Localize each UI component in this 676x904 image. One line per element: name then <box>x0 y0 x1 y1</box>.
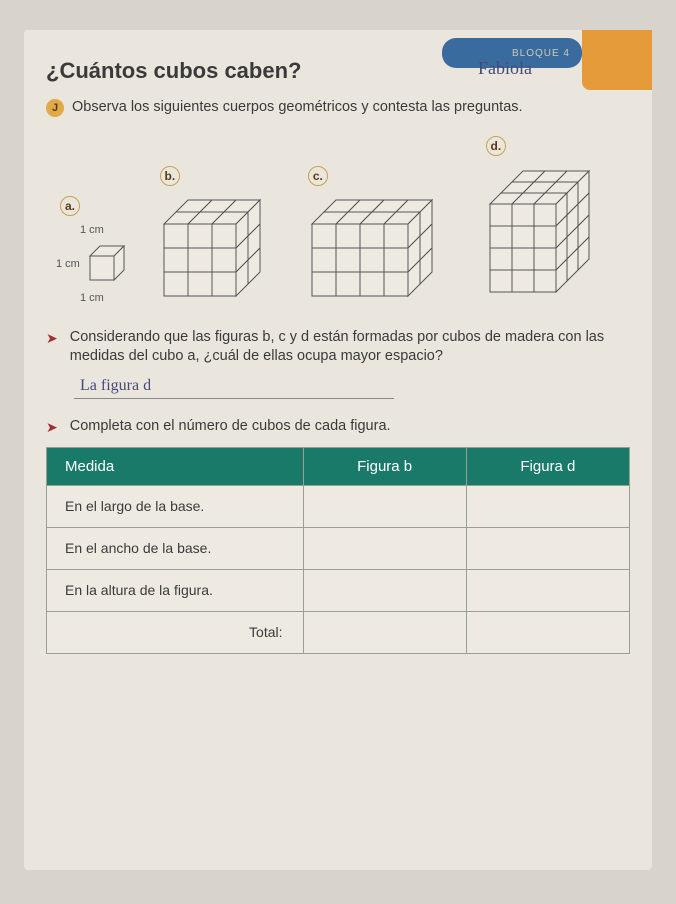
cell-input[interactable] <box>466 611 629 653</box>
figures-row: a. 1 cm 1 cm 1 cm b. c. <box>56 136 630 304</box>
table-row: En el ancho de la base. <box>47 527 630 569</box>
header-tab-text: BLOQUE 4 <box>512 48 570 59</box>
col-header: Medida <box>47 447 304 485</box>
cube-c <box>304 194 454 304</box>
bullet-icon: ➤ <box>46 418 58 437</box>
bullet-icon: J <box>46 99 64 117</box>
cell-input[interactable] <box>303 611 466 653</box>
figure-label: a. <box>60 196 80 216</box>
table-row: En la altura de la figura. <box>47 569 630 611</box>
corner-tab <box>582 30 652 90</box>
cell-input[interactable] <box>466 485 629 527</box>
cell-input[interactable] <box>303 485 466 527</box>
cube-a <box>84 242 128 286</box>
cell-input[interactable] <box>466 569 629 611</box>
figure-label: b. <box>160 166 180 186</box>
row-label: Total: <box>47 611 304 653</box>
cube-b <box>156 194 276 304</box>
cube-d <box>482 164 622 304</box>
instruction-text: Completa con el número de cubos de cada … <box>70 417 391 437</box>
instruction-observe: J Observa los siguientes cuerpos geométr… <box>46 98 630 118</box>
instruction-text: Observa los siguientes cuerpos geométric… <box>72 98 523 118</box>
col-header: Figura b <box>303 447 466 485</box>
figure-label: c. <box>308 166 328 186</box>
figure-d: d. <box>482 136 622 304</box>
cell-input[interactable] <box>466 527 629 569</box>
row-label: En la altura de la figura. <box>47 569 304 611</box>
bullet-icon: ➤ <box>46 329 58 348</box>
table-row: En el largo de la base. <box>47 485 630 527</box>
table-header-row: Medida Figura b Figura d <box>47 447 630 485</box>
instruction-consider: ➤ Considerando que las figuras b, c y d … <box>46 328 630 367</box>
dim-left: 1 cm <box>56 258 80 270</box>
figure-label: d. <box>486 136 506 156</box>
student-name: Fabiola <box>478 58 532 79</box>
table-row: Total: <box>47 611 630 653</box>
row-label: En el largo de la base. <box>47 485 304 527</box>
row-label: En el ancho de la base. <box>47 527 304 569</box>
col-header: Figura d <box>466 447 629 485</box>
dim-top: 1 cm <box>80 224 104 236</box>
dim-bottom: 1 cm <box>80 292 104 304</box>
worksheet-page: BLOQUE 4 ¿Cuántos cubos caben? Fabiola J… <box>24 30 652 870</box>
figure-c: c. <box>304 166 454 304</box>
figure-a: a. 1 cm 1 cm 1 cm <box>56 196 128 304</box>
answer-line[interactable]: La figura d <box>74 377 394 399</box>
measurement-table: Medida Figura b Figura d En el largo de … <box>46 447 630 654</box>
instruction-text: Considerando que las figuras b, c y d es… <box>70 328 630 367</box>
cell-input[interactable] <box>303 527 466 569</box>
figure-b: b. <box>156 166 276 304</box>
cell-input[interactable] <box>303 569 466 611</box>
instruction-complete: ➤ Completa con el número de cubos de cad… <box>46 417 630 437</box>
